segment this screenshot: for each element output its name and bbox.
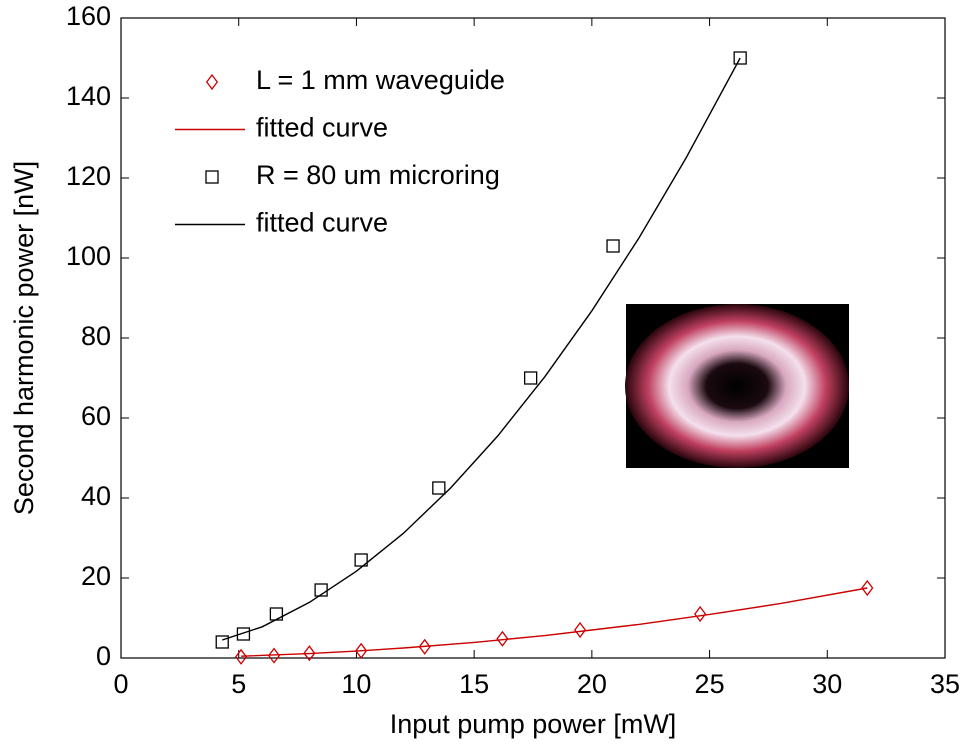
legend-label: fitted curve xyxy=(256,113,388,143)
y-tick-label: 20 xyxy=(81,561,111,591)
x-tick-label: 5 xyxy=(231,669,246,699)
square-marker xyxy=(269,607,284,621)
diamond-marker xyxy=(861,579,874,597)
y-tick-label: 60 xyxy=(81,401,111,431)
x-axis-label: Input pump power [mW] xyxy=(390,709,677,739)
y-tick-label: 140 xyxy=(66,81,111,111)
square-marker xyxy=(523,371,538,385)
square-marker xyxy=(733,51,747,65)
y-tick-label: 120 xyxy=(66,161,111,191)
legend-label: R = 80 um microring xyxy=(256,160,500,190)
x-tick-label: 15 xyxy=(459,669,489,699)
x-tick-label: 10 xyxy=(341,669,371,699)
diamond-marker xyxy=(418,638,431,655)
diamond-marker xyxy=(574,621,587,639)
square-marker xyxy=(215,635,229,649)
diamond-marker xyxy=(235,648,248,665)
legend-label: L = 1 mm waveguide xyxy=(256,65,505,95)
fit-line xyxy=(222,57,741,641)
y-tick-label: 160 xyxy=(66,1,111,31)
inset-photo xyxy=(625,304,849,468)
square-marker xyxy=(432,481,446,495)
x-tick-label: 35 xyxy=(930,669,960,699)
legend-label: fitted curve xyxy=(256,208,388,238)
y-tick-label: 40 xyxy=(81,481,111,511)
diamond-marker xyxy=(267,647,281,664)
y-tick-label: 80 xyxy=(81,321,111,351)
y-axis-label: Second harmonic power [nW] xyxy=(9,161,39,515)
diamond-marker xyxy=(303,645,316,662)
x-tick-label: 0 xyxy=(113,669,128,699)
legend-marker xyxy=(205,73,219,91)
y-tick-label: 0 xyxy=(96,641,111,671)
x-tick-label: 25 xyxy=(695,669,725,699)
diamond-marker xyxy=(496,630,509,647)
legend-marker xyxy=(205,170,219,184)
square-marker xyxy=(354,553,368,567)
square-marker xyxy=(606,239,620,253)
x-tick-label: 20 xyxy=(577,669,607,699)
y-tick-label: 100 xyxy=(66,241,111,271)
x-tick-label: 30 xyxy=(812,669,842,699)
square-marker xyxy=(236,627,251,641)
fit-line xyxy=(241,587,868,657)
diamond-marker xyxy=(694,605,707,623)
diamond-marker xyxy=(355,642,368,659)
